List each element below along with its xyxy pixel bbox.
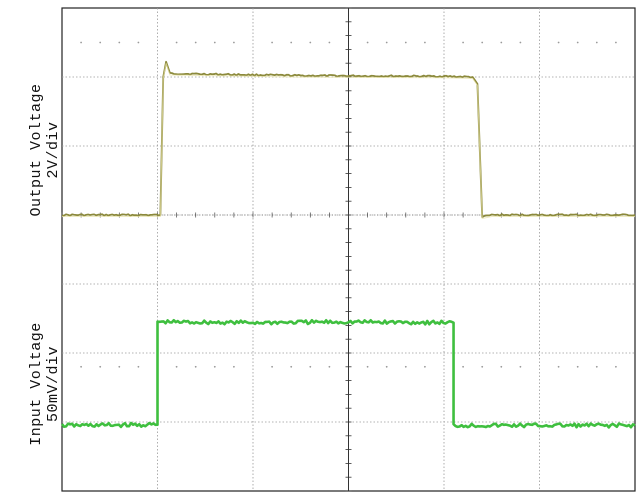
grid-dot [328, 41, 331, 44]
grid-dot [175, 41, 178, 44]
grid-dot [309, 365, 312, 368]
grid-dot [404, 41, 407, 44]
grid-dot [118, 365, 121, 368]
grid-dot [462, 41, 464, 44]
grid-dot [309, 41, 312, 44]
grid-dot [500, 41, 503, 44]
grid-dot [404, 365, 407, 368]
traces [60, 60, 636, 429]
grid-dot [615, 41, 617, 44]
grid-dot [213, 365, 216, 368]
grid-dot [213, 41, 216, 44]
grid-dot [271, 365, 273, 368]
output-voltage-axis-label: Output Voltage 2V/div [28, 83, 62, 216]
grid-dot [595, 41, 598, 44]
grid-dot [99, 41, 102, 44]
grid-dot [194, 41, 197, 44]
grid-dot [519, 41, 522, 44]
grid-dot [385, 41, 388, 44]
grid-dot [328, 365, 331, 368]
grid-dot [366, 41, 369, 44]
output-voltage-trace-halo [62, 63, 635, 220]
input-voltage-axis-label: Input Voltage 50mV/div [28, 322, 62, 446]
grid-dot [481, 41, 484, 44]
grid-dot [233, 41, 235, 44]
grid-dot [290, 365, 293, 368]
grid-dot [80, 41, 82, 44]
grid-dot [557, 41, 560, 44]
input-voltage-label: Input Voltage [28, 322, 45, 446]
grid-dot [175, 365, 178, 368]
grid-dot [557, 365, 560, 368]
grid-dot [194, 365, 197, 368]
grid-dot [385, 365, 388, 368]
grid-dot [137, 365, 140, 368]
grid-dot [118, 41, 121, 44]
grid-dot [615, 365, 617, 368]
grid-dot [366, 365, 369, 368]
grid-dot [233, 365, 235, 368]
output-voltage-trace [61, 60, 636, 219]
input-voltage-scale-label: 50mV/div [45, 346, 62, 422]
grid-dot [519, 365, 522, 368]
grid-dot [137, 41, 140, 44]
grid-dot [424, 365, 426, 368]
grid-dot [481, 365, 484, 368]
grid-dot [271, 41, 273, 44]
grid-dot [576, 41, 579, 44]
grid-dot [99, 365, 102, 368]
output-voltage-scale-label: 2V/div [45, 121, 62, 178]
grid-dot [424, 41, 426, 44]
grid-dot [500, 365, 503, 368]
grid-dot [576, 365, 579, 368]
grid-dot [462, 365, 464, 368]
output-voltage-label: Output Voltage [28, 83, 45, 216]
grid-dot [290, 41, 293, 44]
input-voltage-trace [60, 318, 636, 429]
grid-dot [80, 365, 82, 368]
grid-dot [595, 365, 598, 368]
